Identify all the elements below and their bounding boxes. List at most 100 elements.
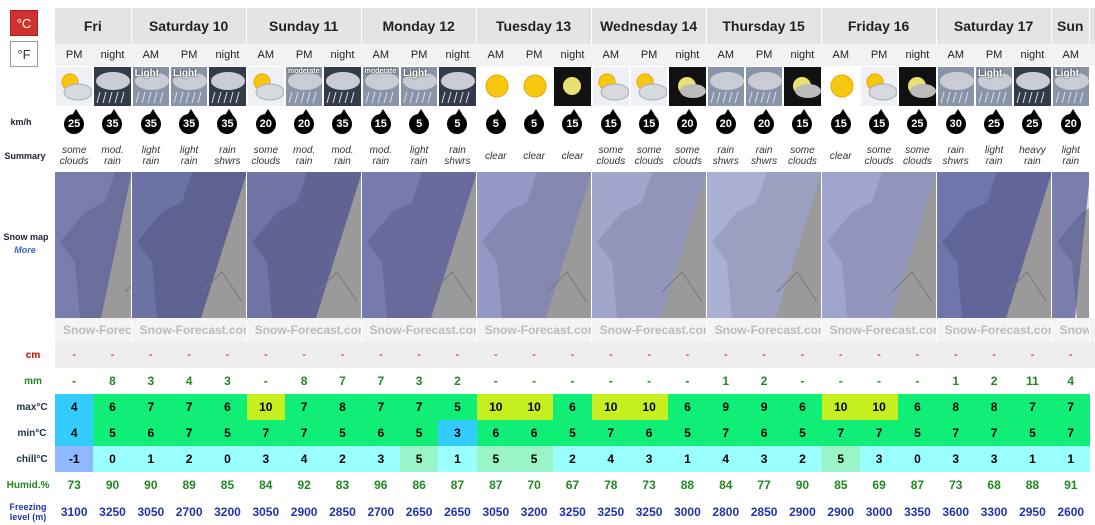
wind-speed: 25 bbox=[984, 114, 1005, 134]
period-label: PM bbox=[525, 49, 543, 61]
snow-value: - bbox=[1030, 349, 1035, 361]
weather-icon bbox=[439, 67, 476, 106]
humidity: 85 bbox=[220, 478, 235, 492]
period-label: night bbox=[330, 49, 355, 61]
wind-chill: 2 bbox=[553, 446, 592, 472]
icon-drawing bbox=[630, 67, 668, 106]
fahrenheit-button[interactable]: °F bbox=[10, 41, 38, 67]
max-temp: 7 bbox=[1051, 394, 1090, 420]
icon-drawing bbox=[937, 67, 974, 106]
more-link[interactable]: More bbox=[14, 245, 36, 255]
period-label: night bbox=[790, 49, 815, 61]
min-temp: 6 bbox=[744, 420, 784, 446]
wind-arrow bbox=[1067, 109, 1078, 117]
humidity: 96 bbox=[374, 478, 388, 492]
wind-arrow bbox=[339, 109, 350, 117]
freezing-level: 2700 bbox=[175, 504, 203, 519]
snow-value: - bbox=[455, 349, 460, 361]
period-label: PM bbox=[755, 49, 773, 61]
min-temp: 7 bbox=[859, 420, 899, 446]
period-label: AM bbox=[717, 49, 735, 61]
max-temp: 7 bbox=[1013, 394, 1052, 420]
max-temp: 7 bbox=[169, 394, 209, 420]
rain-value: 2 bbox=[990, 374, 998, 388]
period-label: PM bbox=[295, 49, 313, 61]
snow-value: - bbox=[608, 349, 613, 361]
period-label: night bbox=[445, 49, 470, 61]
summary-text: rain shwrs bbox=[942, 145, 969, 167]
wind-speed: 20 bbox=[255, 114, 276, 134]
max-temp: 10 bbox=[859, 394, 899, 420]
wind-speed: 15 bbox=[600, 114, 621, 134]
icon-label: Light bbox=[172, 68, 198, 79]
wind-chill: 3 bbox=[629, 446, 669, 472]
freezing-level: 2850 bbox=[329, 504, 356, 519]
wind-arrow bbox=[71, 109, 82, 117]
wind-speed: 15 bbox=[562, 114, 583, 134]
wind-chill: 3 bbox=[361, 446, 400, 472]
icon-drawing bbox=[1052, 67, 1089, 106]
map-drawing bbox=[361, 172, 476, 318]
weather-icon: moderate bbox=[362, 67, 399, 106]
freezing-level: 3350 bbox=[904, 504, 931, 519]
wind-arrow bbox=[147, 109, 158, 117]
icon-label: Light bbox=[402, 68, 428, 79]
humidity: 77 bbox=[757, 478, 771, 492]
logo: Snow-Forecast.com bbox=[937, 318, 1052, 342]
period-label: AM bbox=[832, 49, 850, 61]
freezing-level: 2900 bbox=[827, 504, 855, 519]
wind-arrow bbox=[186, 109, 197, 117]
wind-cell: 35 bbox=[323, 107, 361, 140]
icon-drawing bbox=[592, 67, 629, 106]
wind-arrow bbox=[876, 109, 887, 117]
humidity: 90 bbox=[795, 478, 810, 492]
min-temp: 4 bbox=[55, 420, 94, 446]
summary-text: clear bbox=[484, 150, 507, 162]
snow-value: - bbox=[378, 349, 383, 361]
summary-text: clear bbox=[561, 150, 584, 162]
wind-speed: 30 bbox=[945, 114, 966, 134]
wind-chill: 0 bbox=[93, 446, 132, 472]
rain-value: 8 bbox=[109, 374, 116, 388]
wind-cell: 25 bbox=[975, 107, 1013, 140]
wind-speed: 35 bbox=[179, 114, 200, 134]
wind-chill: 0 bbox=[208, 446, 247, 472]
icon-label: moderate bbox=[364, 68, 397, 75]
min-temp: 5 bbox=[1013, 420, 1052, 446]
row-label: max°C bbox=[16, 401, 48, 413]
icon-drawing bbox=[822, 67, 859, 106]
freezing-level: 3250 bbox=[635, 504, 663, 519]
wind-chill: 4 bbox=[284, 446, 324, 472]
wind-arrow bbox=[952, 109, 963, 117]
wind-arrow bbox=[1029, 109, 1040, 117]
humidity: 86 bbox=[412, 478, 426, 492]
map-drawing bbox=[591, 172, 706, 318]
icon-drawing bbox=[899, 67, 936, 106]
humidity: 88 bbox=[1025, 478, 1040, 492]
humidity: 73 bbox=[949, 478, 963, 492]
wind-chill: 3 bbox=[974, 446, 1014, 472]
wind-cell: 35 bbox=[132, 107, 170, 140]
weather-icon: Light bbox=[170, 67, 208, 106]
max-temp: 8 bbox=[936, 394, 975, 420]
snow-value: - bbox=[647, 349, 651, 361]
wind-arrow bbox=[607, 109, 618, 117]
max-temp: 10 bbox=[629, 394, 669, 420]
logo: Snow-Forecast.com bbox=[1052, 318, 1090, 342]
max-temp: 8 bbox=[323, 394, 362, 420]
humidity: 84 bbox=[719, 478, 733, 492]
period-label: night bbox=[100, 49, 125, 61]
max-temp: 7 bbox=[284, 394, 324, 420]
snow-value: - bbox=[302, 349, 306, 361]
freezing-level: 3300 bbox=[980, 504, 1008, 519]
icon-label: Light bbox=[977, 68, 1003, 79]
wind-speed: 20 bbox=[715, 114, 736, 134]
map-drawing bbox=[246, 172, 361, 318]
snow-value: - bbox=[340, 349, 345, 361]
icon-drawing bbox=[975, 67, 1013, 106]
humidity: 85 bbox=[834, 478, 848, 492]
wind-chill: 1 bbox=[438, 446, 477, 472]
freezing-level: 3000 bbox=[865, 504, 893, 519]
wind-speed: 35 bbox=[102, 114, 123, 134]
celsius-button[interactable]: °C bbox=[10, 10, 38, 36]
